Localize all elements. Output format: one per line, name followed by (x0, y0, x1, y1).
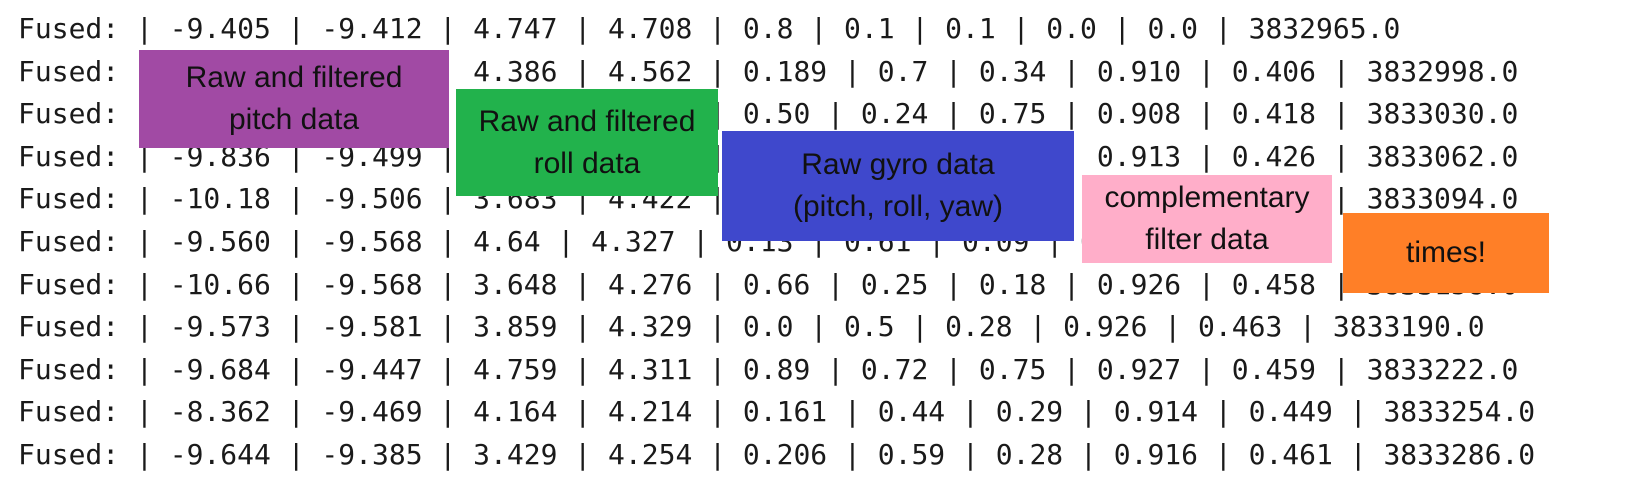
console-line: Fused: | -9.573 | -9.581 | 3.859 | 4.329… (18, 310, 1485, 344)
callout-pitch-label: Raw and filtered pitch data (185, 61, 403, 136)
callout-times-label: times! (1405, 236, 1486, 269)
callout-pitch-data: Raw and filtered pitch data (139, 50, 449, 148)
console-line: Fused: | -8.362 | -9.469 | 4.164 | 4.214… (18, 395, 1536, 429)
console-line: Fused: | -9.684 | -9.447 | 4.759 | 4.311… (18, 352, 1519, 386)
callout-complementary-label: complementary filter data (1104, 181, 1310, 256)
console-line: Fused: | -9.405 | -9.412 | 4.747 | 4.708… (18, 12, 1401, 45)
callout-complementary-filter-data: complementary filter data (1082, 175, 1332, 263)
callout-gyro-label: Raw gyro data (pitch, roll, yaw) (792, 148, 1004, 223)
callout-roll-label: Raw and filtered roll data (478, 104, 696, 180)
callout-gyro-data: Raw gyro data (pitch, roll, yaw) (722, 131, 1074, 241)
console-line: Fused: | -9.644 | -9.385 | 3.429 | 4.254… (18, 437, 1536, 471)
callout-roll-data: Raw and filtered roll data (456, 89, 718, 196)
callout-times: times! (1343, 213, 1549, 293)
